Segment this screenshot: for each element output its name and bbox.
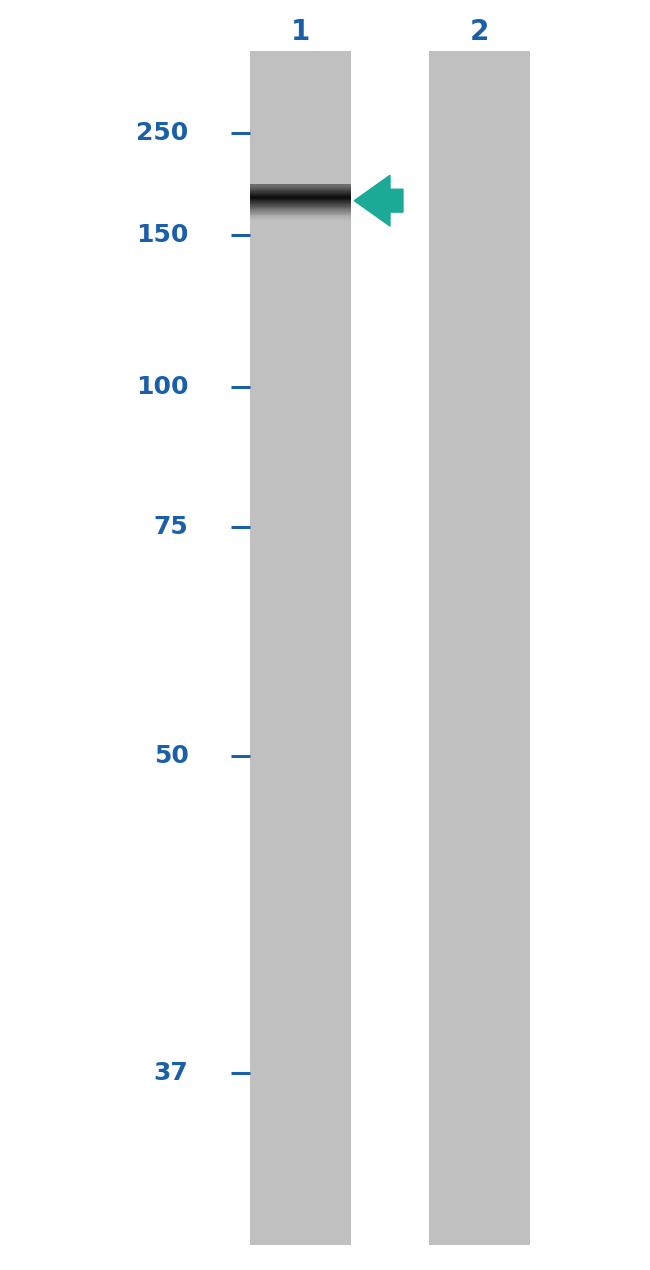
- Bar: [250, 212, 351, 215]
- Bar: [250, 204, 351, 207]
- Bar: [250, 193, 351, 196]
- Text: 2: 2: [470, 18, 489, 46]
- Bar: [250, 193, 351, 196]
- Bar: [250, 198, 351, 201]
- Bar: [250, 51, 351, 1245]
- Bar: [250, 203, 351, 206]
- Bar: [250, 196, 351, 198]
- Bar: [250, 212, 351, 213]
- Bar: [250, 211, 351, 213]
- Bar: [250, 197, 351, 199]
- Text: 1: 1: [291, 18, 310, 46]
- Bar: [250, 189, 351, 192]
- Text: 250: 250: [136, 122, 188, 145]
- Bar: [250, 188, 351, 190]
- Bar: [250, 213, 351, 216]
- Bar: [250, 193, 351, 196]
- Bar: [250, 184, 351, 187]
- Bar: [250, 189, 351, 192]
- Bar: [250, 190, 351, 193]
- Bar: [250, 188, 351, 190]
- Bar: [250, 190, 351, 193]
- Bar: [250, 207, 351, 210]
- Bar: [250, 185, 351, 188]
- Bar: [250, 204, 351, 207]
- Bar: [250, 220, 351, 222]
- Bar: [250, 185, 351, 188]
- Bar: [250, 198, 351, 201]
- Bar: [250, 218, 351, 220]
- FancyArrow shape: [354, 175, 403, 226]
- Bar: [250, 194, 351, 197]
- Bar: [250, 217, 351, 220]
- Bar: [250, 201, 351, 203]
- Bar: [250, 215, 351, 216]
- Bar: [250, 206, 351, 208]
- Bar: [250, 202, 351, 204]
- Bar: [250, 199, 351, 202]
- Text: 150: 150: [136, 224, 188, 246]
- Bar: [250, 196, 351, 198]
- Bar: [250, 207, 351, 210]
- Bar: [250, 197, 351, 199]
- Bar: [250, 208, 351, 210]
- Bar: [250, 184, 351, 187]
- Bar: [250, 218, 351, 221]
- Bar: [250, 187, 351, 189]
- Bar: [250, 203, 351, 206]
- Bar: [250, 216, 351, 218]
- Text: 100: 100: [136, 376, 188, 399]
- Bar: [250, 202, 351, 204]
- Text: 37: 37: [154, 1062, 188, 1085]
- Bar: [250, 192, 351, 194]
- Text: 75: 75: [154, 516, 188, 538]
- Text: 50: 50: [153, 744, 188, 767]
- Bar: [250, 210, 351, 212]
- Bar: [250, 187, 351, 189]
- Bar: [250, 194, 351, 197]
- Bar: [250, 199, 351, 202]
- Bar: [250, 192, 351, 194]
- Bar: [250, 185, 351, 188]
- Bar: [250, 201, 351, 203]
- Bar: [250, 216, 351, 217]
- Bar: [429, 51, 530, 1245]
- Bar: [250, 201, 351, 203]
- Bar: [250, 210, 351, 211]
- Bar: [250, 206, 351, 208]
